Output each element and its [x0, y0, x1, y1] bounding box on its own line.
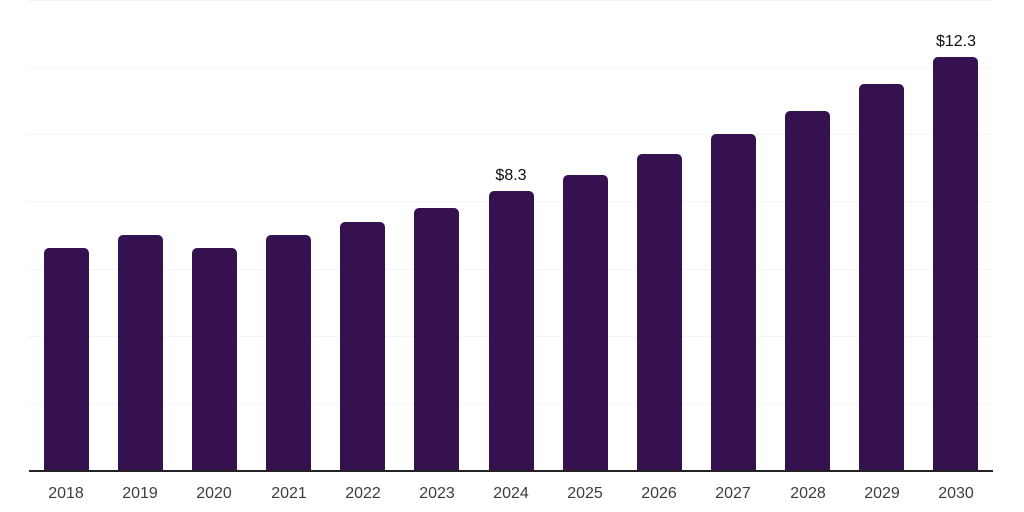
x-tick-2021: 2021 — [271, 485, 307, 502]
bar-2018 — [44, 248, 89, 470]
bar-2030 — [933, 57, 978, 470]
x-tick-2028: 2028 — [790, 485, 826, 502]
gridline — [29, 67, 993, 68]
x-tick-2026: 2026 — [641, 485, 677, 502]
bar-2029 — [859, 84, 904, 470]
x-tick-2019: 2019 — [122, 485, 158, 502]
x-tick-2030: 2030 — [938, 485, 974, 502]
x-tick-2025: 2025 — [567, 485, 603, 502]
bar-2020 — [192, 248, 237, 470]
bar-2021 — [266, 235, 311, 470]
bar-2023 — [414, 208, 459, 470]
x-axis-line — [29, 470, 993, 472]
data-label-2030: $12.3 — [935, 33, 977, 50]
x-tick-2018: 2018 — [48, 485, 84, 502]
gridline — [29, 0, 993, 1]
bar-2028 — [785, 111, 830, 470]
gridline — [29, 134, 993, 135]
bar-2022 — [340, 222, 385, 470]
x-tick-2023: 2023 — [419, 485, 455, 502]
bar-2025 — [563, 175, 608, 470]
x-tick-2029: 2029 — [864, 485, 900, 502]
x-tick-2020: 2020 — [196, 485, 232, 502]
bar-2019 — [118, 235, 163, 470]
bar-2026 — [637, 154, 682, 470]
x-tick-2022: 2022 — [345, 485, 381, 502]
bar-2024 — [489, 191, 534, 470]
data-label-2024: $8.3 — [495, 167, 527, 184]
x-tick-2027: 2027 — [715, 485, 751, 502]
x-tick-2024: 2024 — [493, 485, 529, 502]
bar-2027 — [711, 134, 756, 470]
